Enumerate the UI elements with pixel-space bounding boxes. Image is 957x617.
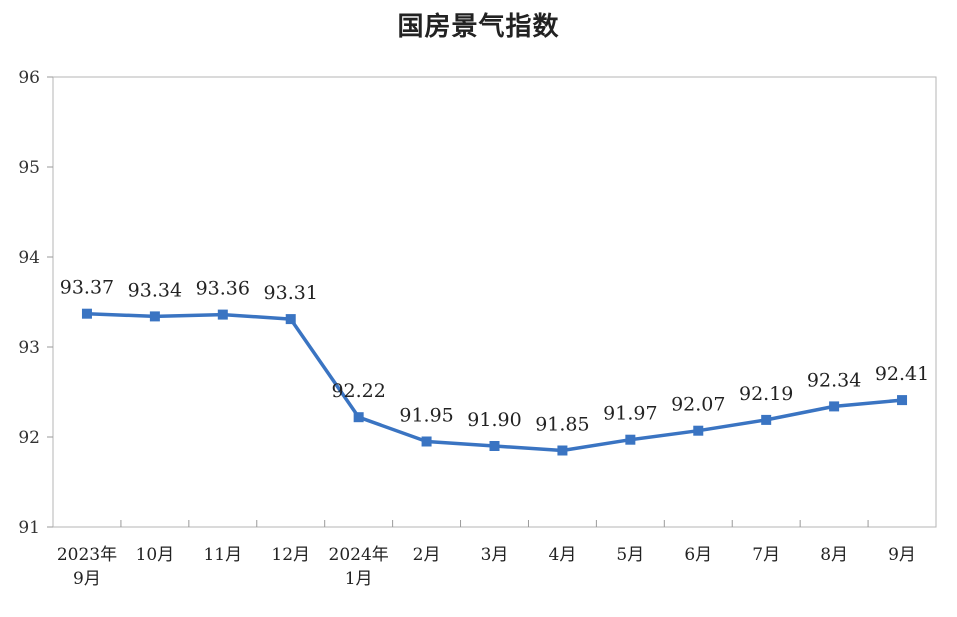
y-tick-label: 95 — [18, 158, 40, 178]
data-point — [557, 445, 568, 456]
y-axis: 91 92 93 94 95 96 — [18, 68, 53, 538]
data-label: 91.85 — [535, 414, 589, 436]
data-label: 91.95 — [399, 405, 453, 427]
data-point — [761, 414, 772, 425]
data-label: 93.31 — [264, 282, 318, 304]
y-tick-label: 96 — [18, 68, 40, 88]
data-point — [897, 395, 908, 406]
data-label: 91.97 — [603, 403, 657, 425]
data-point — [217, 309, 228, 320]
x-axis: 2023年 9月 10月 11月 12月 2024年 1月 2月 3月 4月 5月 6月 7月 8月 9月 — [57, 520, 916, 589]
data-label: 92.34 — [807, 369, 861, 391]
data-point — [489, 441, 500, 451]
x-tick-label: 7月 — [752, 545, 780, 565]
x-tick-label: 6月 — [684, 545, 712, 565]
x-tick-label: 9月 — [73, 569, 101, 589]
x-tick-label: 12月 — [271, 545, 310, 565]
y-tick-label: 93 — [18, 338, 40, 358]
x-tick-label: 5月 — [616, 545, 644, 565]
x-tick-label: 9月 — [888, 545, 916, 565]
data-point — [421, 436, 432, 447]
data-point — [149, 311, 160, 322]
x-tick-label: 11月 — [203, 545, 242, 565]
x-tick-label: 2月 — [413, 545, 441, 565]
data-labels: 93.37 93.34 93.36 93.31 92.22 91.95 91.90 91.85… — [60, 277, 929, 436]
data-point — [285, 314, 296, 325]
x-tick-label: 4月 — [549, 545, 577, 565]
x-tick-label: 10月 — [136, 545, 175, 565]
x-tick-label: 2024年 — [329, 545, 389, 565]
plot-frame — [52, 76, 937, 528]
data-label: 93.34 — [128, 279, 182, 301]
x-tick-label: 2023年 — [57, 545, 117, 565]
data-label: 92.19 — [739, 383, 793, 405]
data-point — [353, 412, 364, 423]
x-tick-label: 1月 — [345, 569, 373, 589]
chart-title: 国房景气指数 — [397, 12, 560, 42]
x-tick-label: 3月 — [481, 545, 509, 565]
data-point — [829, 401, 840, 412]
y-tick-label: 92 — [18, 428, 40, 448]
data-label: 91.90 — [467, 409, 521, 431]
data-label: 92.41 — [875, 363, 929, 385]
data-point — [81, 308, 92, 319]
y-tick-label: 94 — [18, 248, 40, 268]
data-point — [693, 425, 704, 436]
data-label: 92.22 — [331, 380, 385, 402]
data-label: 92.07 — [671, 394, 725, 416]
series-markers — [81, 308, 908, 456]
x-tick-label: 8月 — [820, 545, 848, 565]
y-tick-label: 91 — [18, 518, 40, 538]
data-label: 93.37 — [60, 277, 114, 299]
data-label: 93.36 — [196, 278, 250, 300]
data-point — [625, 434, 636, 445]
